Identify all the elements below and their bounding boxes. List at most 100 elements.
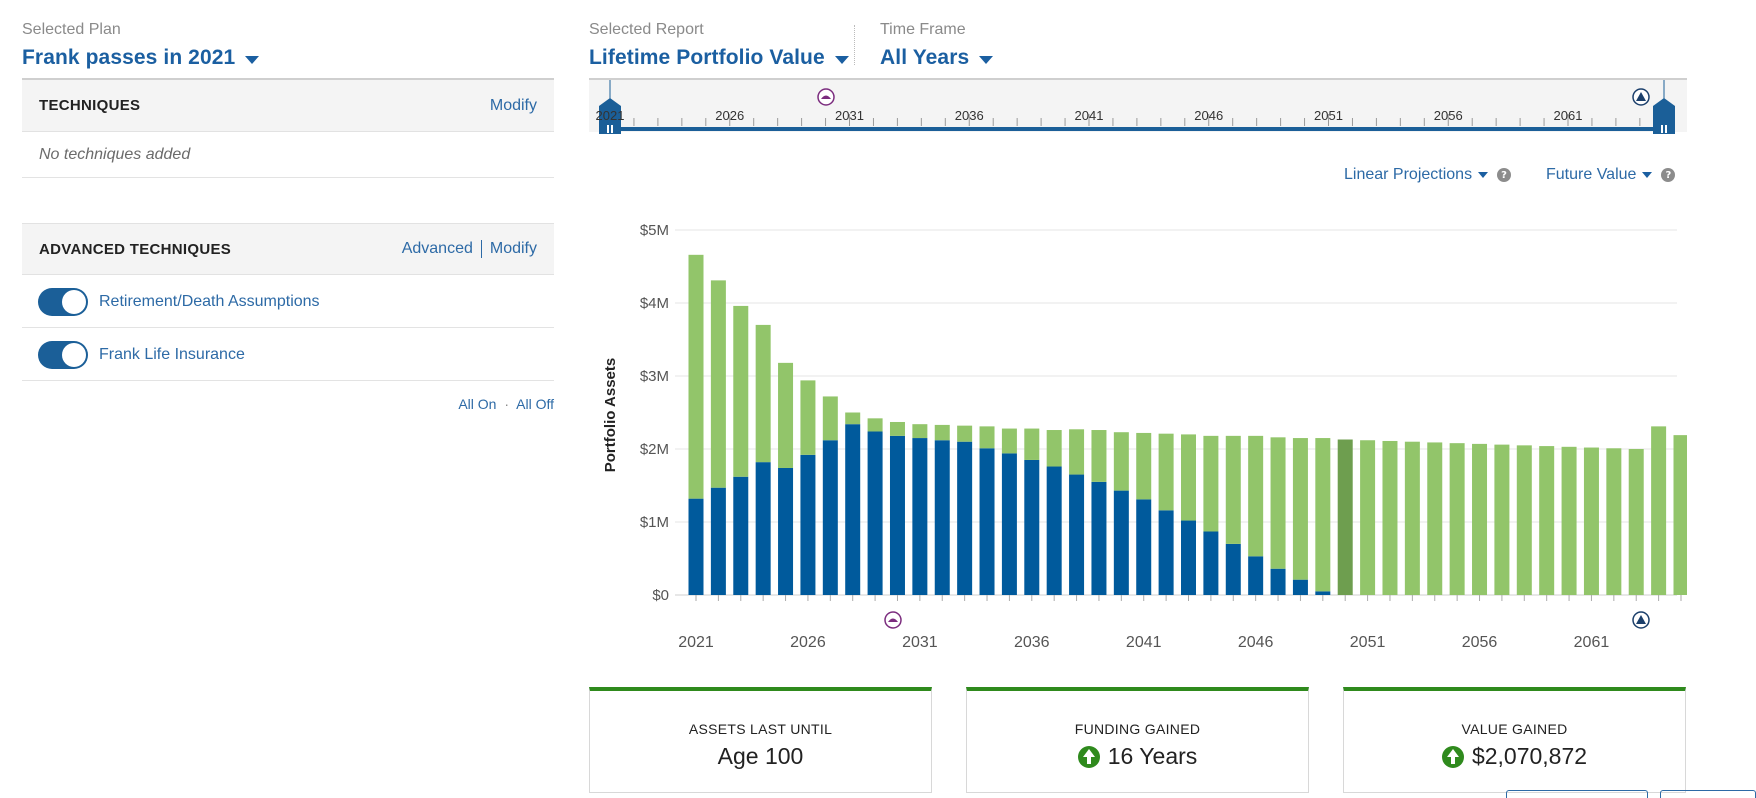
time-frame-dropdown[interactable]: All Years [880, 46, 994, 70]
card-value-row: 16 Years [967, 743, 1308, 770]
chart-bars [688, 254, 1689, 595]
bar-blue-2022 [710, 487, 726, 595]
projection-dropdown[interactable]: Linear Projections ? [1344, 166, 1512, 184]
toggle-label-life-insurance[interactable]: Frank Life Insurance [99, 345, 245, 363]
bar-green-2026 [800, 380, 816, 455]
bar-green-2038 [1069, 429, 1085, 475]
lotus-event-icon [884, 611, 902, 629]
techniques-empty-text: No techniques added [39, 145, 191, 163]
bar-blue-2030 [889, 435, 905, 595]
bar-green-2032 [934, 424, 950, 441]
toggle-label-retirement[interactable]: Retirement/Death Assumptions [99, 292, 320, 310]
partial-button[interactable] [1506, 790, 1648, 798]
report-dropdown-value: Lifetime Portfolio Value [589, 46, 825, 69]
techniques-modify-link[interactable]: Modify [489, 96, 537, 114]
techniques-header: TECHNIQUES Modify [22, 80, 554, 132]
toggle-knob [62, 289, 86, 314]
timeline-tick-label: 2021 [595, 108, 625, 123]
bar-green-2022 [710, 280, 726, 488]
bar-green-2024 [755, 324, 771, 463]
bar-green-2060 [1561, 446, 1577, 595]
value-mode-dropdown[interactable]: Future Value ? [1546, 166, 1676, 184]
y-tick-label: $3M [640, 368, 669, 385]
bar-blue-2038 [1069, 474, 1085, 595]
help-icon[interactable]: ? [1661, 168, 1676, 182]
bar-blue-2027 [822, 440, 838, 595]
summary-card-assets: ASSETS LAST UNTIL Age 100 [589, 687, 932, 793]
all-toggle-links: All On · All Off [400, 396, 554, 412]
selected-report-label: Selected Report [589, 21, 704, 38]
bar-green-2042 [1158, 433, 1174, 511]
card-value: 16 Years [1107, 743, 1198, 769]
range-end-handle[interactable] [1653, 98, 1675, 134]
bar-green-2044 [1203, 435, 1219, 532]
toggle-row-retirement: Retirement/Death Assumptions [22, 276, 554, 328]
selected-plan-label: Selected Plan [22, 21, 121, 38]
bar-blue-2043 [1181, 520, 1196, 595]
y-tick-label: $5M [640, 222, 669, 239]
card-value-row: $2,070,872 [1344, 743, 1685, 770]
bar-green-2040 [1113, 432, 1129, 491]
retirement-toggle[interactable] [38, 287, 88, 316]
up-arrow-circle-icon [1077, 745, 1100, 768]
advanced-link[interactable]: Advanced [401, 240, 473, 257]
bar-green-2027 [822, 396, 838, 441]
advanced-techniques-header: ADVANCED TECHNIQUES Advanced Modify [22, 223, 554, 275]
portfolio-chart: $0 $1M $2M $3M $4M $5M 2021 2026 2031 2036 2041 20… [589, 210, 1689, 670]
advanced-modify-link[interactable]: Modify [489, 240, 537, 257]
all-off-link[interactable]: All Off [516, 396, 554, 412]
all-on-link[interactable]: All On [458, 396, 497, 412]
bar-green-2041 [1136, 432, 1152, 500]
bar-blue-2023 [733, 476, 749, 595]
y-tick-label: $0 [652, 587, 669, 604]
bar-green-2029 [867, 418, 883, 432]
advanced-techniques-title: ADVANCED TECHNIQUES [39, 240, 232, 258]
partial-button[interactable] [1660, 790, 1756, 798]
x-tick-label: 2046 [1238, 634, 1274, 651]
bar-green-2025 [778, 362, 794, 468]
bar-blue-2037 [1046, 466, 1062, 595]
chevron-down-icon [979, 55, 994, 64]
bar-blue-2042 [1158, 510, 1174, 595]
card-title: VALUE GAINED [1461, 721, 1568, 737]
bar-green-2056 [1472, 443, 1488, 595]
toggle-knob [62, 342, 86, 367]
range-start-handle[interactable] [599, 98, 621, 134]
summary-card-value: VALUE GAINED $2,070,872 [1343, 687, 1686, 793]
bar-green-2030 [889, 421, 905, 436]
bar-blue-2040 [1113, 490, 1129, 595]
bar-green-2037 [1046, 430, 1062, 467]
x-tick-label: 2021 [678, 634, 714, 651]
plan-dropdown[interactable]: Frank passes in 2021 [22, 46, 260, 70]
bar-blue-2041 [1136, 499, 1152, 595]
toggle-row-life-insurance: Frank Life Insurance [22, 329, 554, 381]
bar-blue-2025 [778, 467, 794, 595]
summary-card-funding: FUNDING GAINED 16 Years [966, 687, 1309, 793]
chevron-down-icon [1642, 172, 1653, 178]
life-insurance-toggle[interactable] [38, 340, 88, 369]
timeline-background [589, 78, 1687, 132]
chart-grid: $0 $1M $2M $3M $4M $5M [640, 222, 1677, 604]
chevron-down-icon [834, 55, 849, 64]
time-frame-dropdown-value: All Years [880, 46, 970, 69]
y-tick-label: $2M [640, 441, 669, 458]
card-title: ASSETS LAST UNTIL [688, 721, 833, 737]
bar-blue-2036 [1024, 459, 1040, 595]
header-divider [854, 25, 855, 65]
x-tick-label: 2031 [902, 634, 938, 651]
report-dropdown[interactable]: Lifetime Portfolio Value [589, 46, 849, 70]
chart-x-axis: 2021 2026 2031 2036 2041 2046 2051 2056 2061 [678, 595, 1682, 651]
timeline-svg [589, 78, 1687, 134]
pause-icon [603, 122, 617, 136]
bar-blue-2034 [979, 448, 995, 595]
bar-blue-2032 [934, 440, 950, 595]
x-tick-label: 2041 [1126, 634, 1162, 651]
help-icon[interactable]: ? [1497, 168, 1512, 182]
bar-green-2021 [688, 254, 704, 499]
timeline-slider[interactable]: 2021 2026 2031 2036 2041 2046 2051 2056 2061 [589, 78, 1687, 134]
card-value: $2,070,872 [1471, 743, 1588, 769]
x-tick-label: 2061 [1574, 634, 1610, 651]
techniques-empty-row: No techniques added [22, 132, 554, 178]
bar-green-2023 [733, 305, 749, 477]
timeline-tick-label: 2026 [715, 108, 745, 123]
